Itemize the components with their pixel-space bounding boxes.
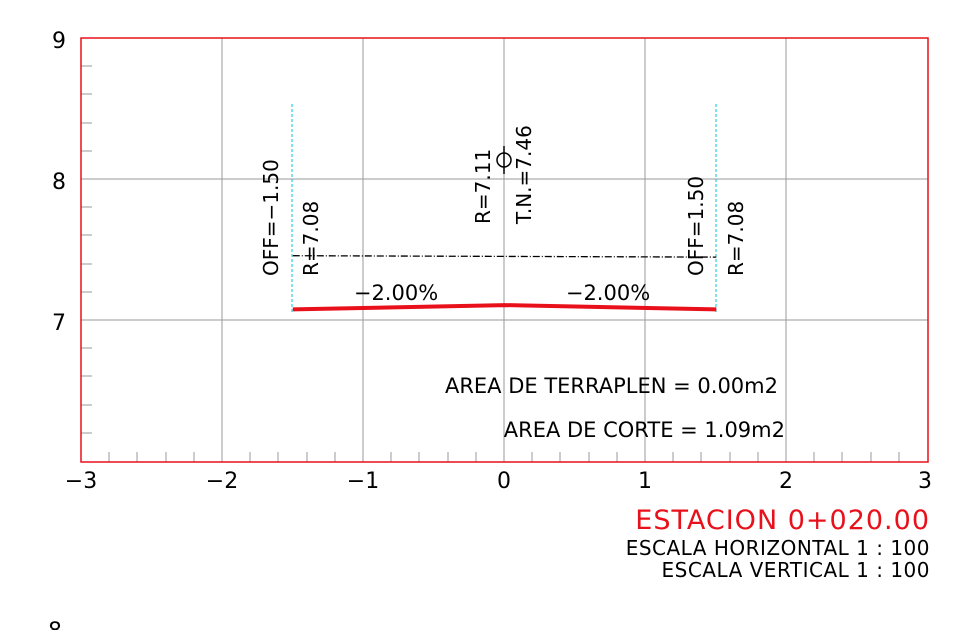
- horizontal-scale-label: ESCALA HORIZONTAL 1 : 100: [625, 536, 930, 560]
- left-elevation-label: R=7.08: [299, 201, 323, 276]
- left-offset-label: OFF=−1.50: [259, 159, 283, 276]
- right-elevation-label: R=7.08: [724, 201, 748, 276]
- center-elevation-label: R=7.11: [471, 149, 495, 224]
- x-tick-label-3: 3: [918, 469, 932, 494]
- next-section-y-label: 8: [48, 619, 62, 630]
- road-surface-line: [292, 303, 717, 312]
- x-tick-label-2: 2: [779, 469, 793, 494]
- left-minor-ticks: [81, 65, 92, 434]
- station-label: ESTACION 0+020.00: [635, 505, 930, 536]
- x-tick-label-minus3: −3: [65, 469, 97, 494]
- vertical-scale-label: ESCALA VERTICAL 1 : 100: [661, 558, 930, 582]
- y-tick-label-8: 8: [52, 170, 66, 195]
- x-tick-label-1: 1: [638, 469, 652, 494]
- grid: [81, 38, 928, 462]
- left-slope-label: −2.00%: [354, 281, 438, 305]
- right-slope-label: −2.00%: [566, 281, 650, 305]
- fill-area-label: AREA DE TERRAPLEN = 0.00m2: [445, 374, 778, 398]
- center-terrain-label: T.N.=7.46: [512, 125, 536, 225]
- x-tick-label-0: 0: [497, 469, 511, 494]
- x-tick-label-minus1: −1: [347, 469, 379, 494]
- x-axis-labels: −3 −2 −1 0 1 2 3: [65, 469, 932, 494]
- natural-terrain-line: [292, 255, 717, 258]
- y-axis-labels: 9 8 7 8: [48, 29, 66, 630]
- section-footer: ESTACION 0+020.00 ESCALA HORIZONTAL 1 : …: [626, 505, 930, 581]
- right-offset-label: OFF=1.50: [684, 176, 708, 276]
- bottom-minor-ticks: [108, 452, 900, 462]
- x-tick-label-minus2: −2: [206, 469, 238, 494]
- y-tick-label-9: 9: [52, 29, 66, 54]
- cut-area-label: AREA DE CORTE = 1.09m2: [504, 418, 785, 442]
- y-tick-label-7: 7: [52, 311, 66, 336]
- plot-frame: [80, 37, 929, 463]
